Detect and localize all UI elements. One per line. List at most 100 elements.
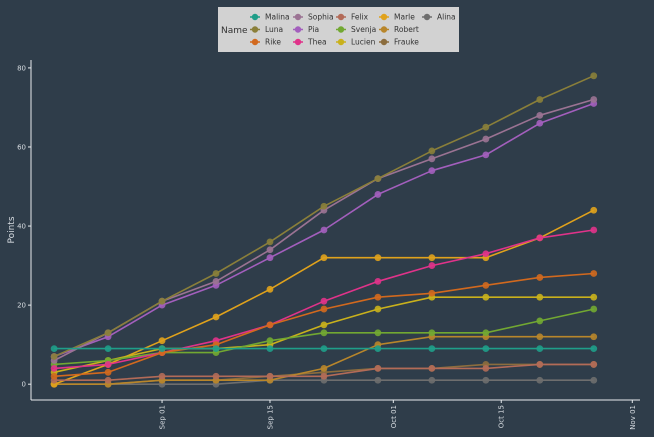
x-tick-label: Oct 15 <box>498 405 506 428</box>
data-point-robert <box>320 364 328 372</box>
data-point-luna <box>374 175 382 183</box>
data-point-luna <box>158 297 166 305</box>
data-point-lucien <box>374 305 382 313</box>
data-point-rike <box>320 305 328 313</box>
data-point-thea <box>320 297 328 305</box>
data-point-felix <box>482 364 490 372</box>
legend[interactable]: Name Malina Luna Rike Sophia Pia Thea Felix Sven… <box>218 7 459 52</box>
data-point-luna <box>104 329 112 337</box>
data-point-rike <box>266 321 274 329</box>
data-point-luna <box>212 270 220 277</box>
legend-item-lucien[interactable]: Lucien <box>336 38 376 47</box>
x-tick-label: Oct 01 <box>390 405 398 428</box>
data-point-felix <box>590 361 598 368</box>
legend-item-marle[interactable]: Marle <box>379 13 415 22</box>
data-point-marle <box>320 254 328 262</box>
legend-key-marker <box>337 38 345 46</box>
data-point-marle <box>158 337 166 345</box>
data-point-thea <box>536 234 544 242</box>
data-point-thea <box>590 226 598 234</box>
data-point-alina <box>374 376 382 384</box>
legend-item-sophia[interactable]: Sophia <box>293 13 334 22</box>
series-pia <box>50 100 598 360</box>
data-point-luna <box>428 147 436 155</box>
data-point-felix <box>428 364 436 372</box>
legend-item-alina[interactable]: Alina <box>422 13 456 22</box>
data-point-malina <box>536 345 544 353</box>
legend-item-malina[interactable]: Malina <box>250 13 290 22</box>
legend-label: Marle <box>394 13 415 22</box>
legend-label: Thea <box>307 38 327 47</box>
data-point-marle <box>266 285 274 293</box>
data-point-felix <box>536 361 544 368</box>
data-point-malina <box>266 345 274 353</box>
data-point-thea <box>104 361 112 368</box>
data-point-sophia <box>590 96 598 103</box>
data-point-sophia <box>212 277 220 285</box>
data-point-svenja <box>374 329 382 337</box>
data-point-lucien <box>536 293 544 301</box>
data-point-luna <box>50 353 58 360</box>
series-luna <box>50 72 598 360</box>
series-layer <box>50 72 598 388</box>
data-point-pia <box>536 119 544 127</box>
legend-item-luna[interactable]: Luna <box>250 25 283 34</box>
legend-label: Pia <box>308 25 319 34</box>
x-tick-label: Nov 01 <box>629 405 637 430</box>
data-point-malina <box>212 345 220 353</box>
y-tick-label: 80 <box>17 64 26 72</box>
legend-item-svenja[interactable]: Svenja <box>336 25 376 34</box>
data-point-svenja <box>536 317 544 325</box>
data-point-thea <box>50 364 58 372</box>
data-point-robert <box>590 333 598 341</box>
y-tick-label: 40 <box>17 223 26 231</box>
data-point-malina <box>320 345 328 353</box>
data-point-rike <box>482 281 490 289</box>
legend-key-marker <box>294 26 302 33</box>
legend-title: Name <box>221 26 248 36</box>
legend-item-thea[interactable]: Thea <box>293 38 327 47</box>
legend-label: Frauke <box>394 38 419 47</box>
legend-key-marker <box>337 26 345 33</box>
data-point-felix <box>374 364 382 372</box>
legend-key-marker <box>251 26 259 33</box>
data-point-malina <box>590 345 598 353</box>
x-tick-label: Sep 01 <box>159 405 167 429</box>
legend-item-frauke[interactable]: Frauke <box>379 38 419 47</box>
legend-label: Luna <box>265 25 283 34</box>
data-point-malina <box>50 345 58 353</box>
legend-item-pia[interactable]: Pia <box>293 25 319 34</box>
legend-label: Svenja <box>351 25 376 34</box>
legend-item-rike[interactable]: Rike <box>250 38 281 47</box>
data-point-malina <box>374 345 382 353</box>
series-rike <box>50 270 598 380</box>
data-point-thea <box>374 277 382 285</box>
data-point-lucien <box>482 293 490 301</box>
data-point-thea <box>428 262 436 269</box>
data-point-rike <box>374 293 382 301</box>
data-point-pia <box>266 254 274 262</box>
data-point-rike <box>536 274 544 281</box>
legend-key-marker <box>380 13 388 21</box>
data-point-lucien <box>320 321 328 329</box>
legend-key-marker <box>337 13 345 21</box>
data-point-luna <box>266 238 274 246</box>
data-point-svenja <box>590 305 598 313</box>
legend-item-robert[interactable]: Robert <box>379 25 419 34</box>
y-axis-title: Points <box>7 216 17 243</box>
data-point-sophia <box>482 135 490 143</box>
data-point-malina <box>104 345 112 353</box>
data-point-marle <box>590 206 598 214</box>
data-point-svenja <box>320 329 328 337</box>
data-point-luna <box>590 72 598 80</box>
legend-key-marker <box>380 38 388 46</box>
legend-item-felix[interactable]: Felix <box>336 13 369 22</box>
data-point-robert <box>536 333 544 341</box>
legend-key-marker <box>251 38 259 46</box>
data-point-malina <box>428 345 436 353</box>
series-felix <box>50 361 598 384</box>
data-point-pia <box>428 167 436 175</box>
legend-label: Rike <box>265 38 281 47</box>
data-point-pia <box>482 151 490 159</box>
